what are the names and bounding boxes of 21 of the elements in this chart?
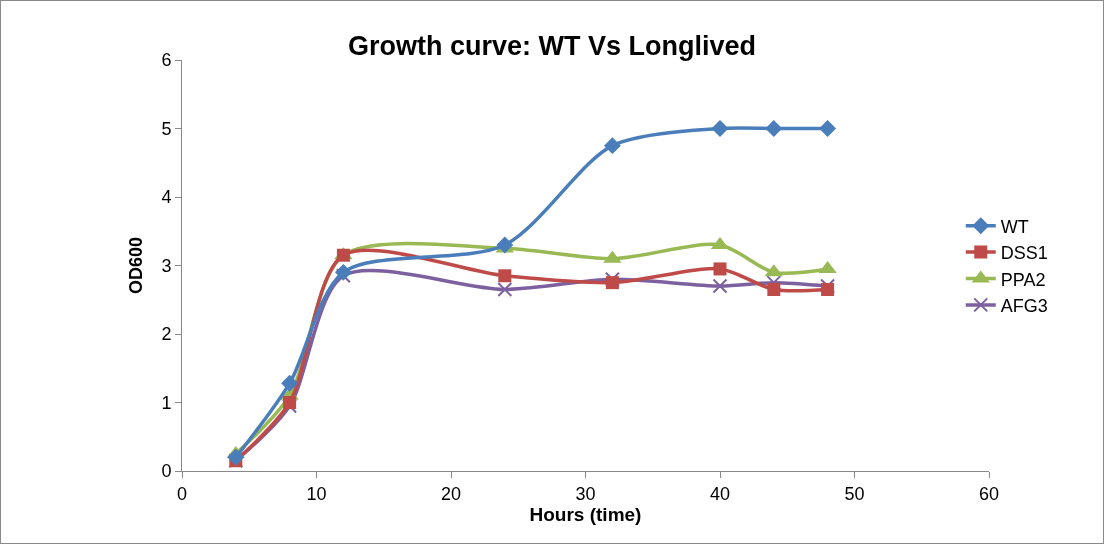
y-tick-label: 3 xyxy=(161,255,172,276)
legend-label: DSS1 xyxy=(1000,243,1048,264)
legend-label: AFG3 xyxy=(1000,295,1048,316)
y-tick-label: 2 xyxy=(161,324,172,345)
y-tick-label: 0 xyxy=(161,461,172,482)
x-tick-label: 20 xyxy=(440,483,462,504)
y-tick-label: 6 xyxy=(161,50,172,71)
legend-label: WT xyxy=(1000,216,1029,237)
x-tick-label: 10 xyxy=(306,483,327,504)
x-tick-label: 40 xyxy=(709,483,731,504)
x-axis-title: Hours (time) xyxy=(529,503,642,525)
x-tick-label: 0 xyxy=(176,483,188,504)
y-tick-label: 1 xyxy=(161,392,172,413)
x-tick-label: 30 xyxy=(575,483,596,504)
chart-title: Growth curve: WT Vs Longlived xyxy=(347,31,757,62)
legend-label: PPA2 xyxy=(1000,269,1046,290)
y-axis-title: OD600 xyxy=(125,236,146,295)
y-tick-label: 4 xyxy=(161,187,172,208)
x-tick-label: 50 xyxy=(844,483,865,504)
x-tick-label: 60 xyxy=(978,483,1000,504)
y-tick-label: 5 xyxy=(161,118,172,139)
